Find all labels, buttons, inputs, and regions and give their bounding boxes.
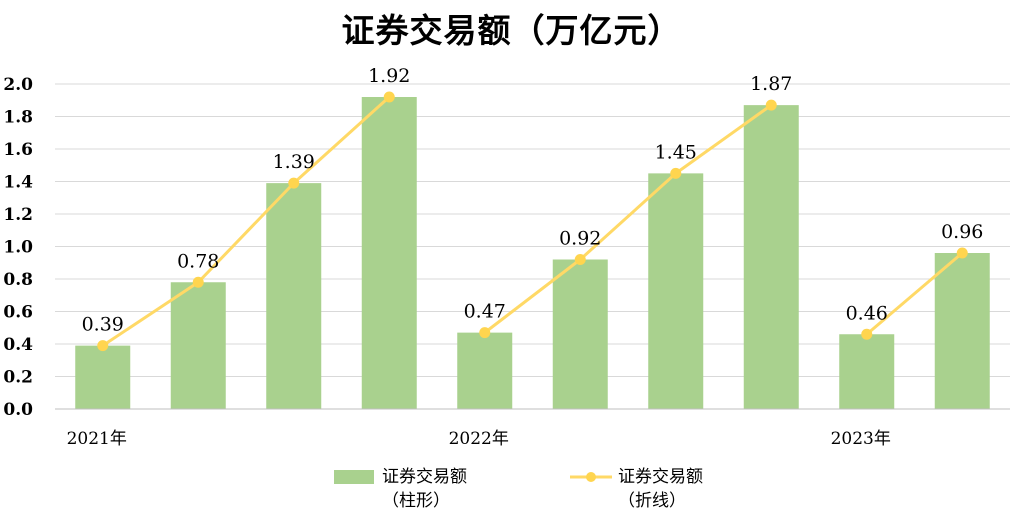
data-label: 0.39 xyxy=(82,314,124,336)
x-axis-year-label: 2022年 xyxy=(449,429,509,449)
legend-bar-swatch xyxy=(334,470,374,484)
line-marker xyxy=(479,327,491,339)
data-label: 0.46 xyxy=(846,302,888,324)
line-marker xyxy=(956,247,968,259)
data-label: 1.92 xyxy=(368,65,410,87)
y-tick-label: 1.2 xyxy=(3,205,33,225)
data-label: 1.39 xyxy=(273,151,315,173)
data-label: 0.92 xyxy=(559,228,601,250)
legend-line-sublabel: （折线） xyxy=(618,491,686,511)
trend-line-segment xyxy=(101,95,391,347)
line-marker xyxy=(383,91,395,103)
y-tick-label: 0.4 xyxy=(3,335,33,355)
y-tick-label: 1.0 xyxy=(3,238,33,258)
y-tick-label: 0.0 xyxy=(3,400,33,420)
legend-bar-sublabel: （柱形） xyxy=(382,491,450,511)
data-labels: 0.39 0.78 1.39 1.92 0.47 0.92 1.45 1.87 0.46 0.96 xyxy=(82,65,984,336)
line-marker xyxy=(288,177,300,189)
legend-line-label: 证券交易额 xyxy=(618,467,703,487)
y-tick-label: 0.6 xyxy=(3,303,33,323)
legend-bar-entry: 证券交易额 （柱形） xyxy=(334,466,534,516)
bar xyxy=(648,173,704,409)
legend-line-entry: 证券交易额 （折线） xyxy=(570,466,770,516)
y-tick-label: 1.4 xyxy=(3,173,33,193)
line-marker xyxy=(192,276,204,288)
data-label: 1.45 xyxy=(655,141,697,163)
data-label: 0.47 xyxy=(464,301,506,323)
bar xyxy=(839,334,895,409)
legend-line-swatch xyxy=(570,472,612,482)
y-tick-label: 2.0 xyxy=(3,75,33,95)
line-marker xyxy=(861,328,873,340)
data-label: 0.96 xyxy=(941,221,983,243)
y-tick-label: 0.2 xyxy=(3,368,33,388)
x-axis-year-labels: 2021年 2022年 2023年 xyxy=(67,429,891,449)
line-marker xyxy=(97,340,109,352)
y-tick-label: 1.8 xyxy=(3,108,33,128)
data-label: 0.78 xyxy=(177,250,219,272)
bar xyxy=(934,253,990,409)
bars xyxy=(75,97,990,409)
trend-lines xyxy=(101,95,964,347)
line-marker xyxy=(765,99,777,111)
y-axis-ticks: 0.0 0.2 0.4 0.6 0.8 1.0 1.2 1.4 1.6 1.8 2.0 xyxy=(3,75,33,420)
bar xyxy=(170,282,226,409)
bar xyxy=(552,259,608,409)
bar xyxy=(361,97,417,409)
bar xyxy=(266,183,322,409)
bar xyxy=(743,105,799,409)
bar xyxy=(75,345,131,409)
legend-bar-label: 证券交易额 xyxy=(382,467,467,487)
x-axis-year-label: 2023年 xyxy=(831,429,891,449)
data-label: 1.87 xyxy=(750,73,792,95)
bar xyxy=(457,332,513,409)
chart-title: 证券交易额（万亿元） xyxy=(341,11,682,50)
line-marker xyxy=(574,254,586,265)
y-tick-label: 0.8 xyxy=(3,270,33,290)
x-axis-year-label: 2021年 xyxy=(67,429,127,449)
line-marker xyxy=(670,167,682,179)
trend-line-segment xyxy=(865,251,964,336)
line-markers xyxy=(97,91,968,352)
trend-line-segment xyxy=(483,103,773,334)
y-tick-label: 1.6 xyxy=(3,140,33,160)
